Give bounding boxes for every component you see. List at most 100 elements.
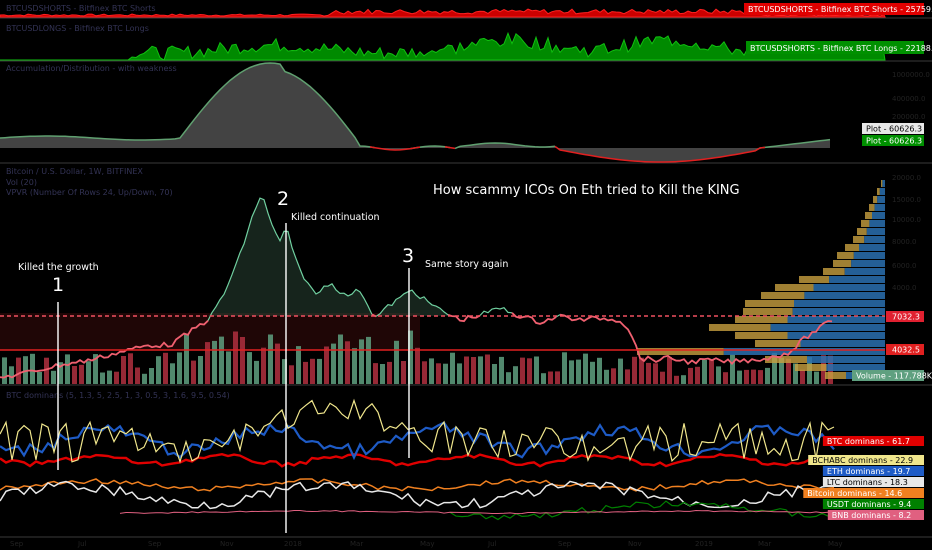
volume-bar-6: [44, 357, 49, 384]
volume-bar-63: [443, 363, 448, 384]
volume-bar-37: [261, 347, 266, 384]
volume-bar-1: [9, 366, 14, 384]
volume-bar-31: [219, 336, 224, 384]
vpvr-up-8: [845, 244, 859, 251]
x-tick-2: Sep: [148, 540, 162, 548]
volume-bar-24: [170, 363, 175, 384]
price-panel-title: Bitcoin / U.S. Dollar, 1W, BITFINEX: [6, 167, 143, 176]
volume-bar-89: [625, 369, 630, 384]
volume-bar-70: [492, 364, 497, 384]
vpvr-up-1: [877, 188, 880, 195]
volume-bar-29: [205, 342, 210, 384]
volume-bar-7: [51, 370, 56, 384]
volume-bar-82: [576, 359, 581, 384]
volume-bar-72: [506, 372, 511, 384]
shorts-area: [0, 8, 886, 18]
vpvr-down-3: [874, 204, 885, 211]
volume-bar-32: [226, 351, 231, 384]
vpvr-down-6: [866, 228, 885, 235]
vpvr-up-10: [833, 260, 852, 267]
volume-bar-84: [590, 361, 595, 384]
vpvr-up-24: [825, 372, 846, 379]
volume-bar-98: [688, 367, 693, 384]
volume-bar-34: [240, 337, 245, 384]
panel-separators: [0, 17, 932, 538]
volume-bar-97: [681, 375, 686, 384]
vpvr-down-7: [864, 236, 885, 243]
volume-bar-103: [723, 372, 728, 384]
longs-panel: BTCUSDLONGS - Bitfinex BTC Longs BTCUSDS…: [0, 24, 932, 61]
annotation-3-text: Same story again: [425, 259, 508, 270]
vpvr-profile: [637, 180, 885, 379]
volume-bar-56: [394, 340, 399, 384]
vpvr-up-17: [735, 316, 788, 323]
price-green-fill: [200, 198, 480, 325]
price-ytick-0: 20000.0: [892, 174, 921, 182]
longs-panel-title: BTCUSDLONGS - Bitfinex BTC Longs: [6, 24, 149, 33]
vpvr-up-9: [837, 252, 854, 259]
volume-bar-22: [156, 356, 161, 384]
volume-bar-44: [310, 358, 315, 384]
volume-bar-65: [457, 363, 462, 384]
volume-bar-87: [611, 368, 616, 384]
volume-bar-86: [604, 369, 609, 384]
annotation-2-number: 2: [277, 188, 289, 210]
volume-bar-28: [198, 356, 203, 384]
price-ytick-3: 8000.0: [892, 238, 917, 246]
price-volume-title: Vol (20): [6, 178, 37, 187]
x-tick-4: 2018: [284, 540, 302, 548]
volume-bar-92: [646, 362, 651, 384]
vpvr-up-15: [745, 300, 794, 307]
volume-bar-13: [93, 354, 98, 384]
x-tick-10: 2019: [695, 540, 713, 548]
volume-bar-106: [744, 369, 749, 384]
vpvr-down-9: [853, 252, 885, 259]
price-tag-low-label: 4032.5: [892, 346, 920, 355]
x-tick-1: Jul: [77, 540, 87, 548]
x-tick-3: Nov: [220, 540, 234, 548]
longs-area: [0, 31, 886, 61]
volume-bar-107: [751, 369, 756, 384]
vpvr-up-2: [873, 196, 878, 203]
vpvr-up-13: [775, 284, 814, 291]
volume-bar-48: [338, 334, 343, 384]
acc-dist-tag-green: Plot - 60626.3: [862, 135, 924, 146]
volume-bar-62: [436, 363, 441, 384]
volume-bar-41: [289, 365, 294, 384]
acc-dist-area: [0, 63, 830, 162]
volume-bar-46: [324, 346, 329, 384]
dominance-panel: BTC dominans (5, 1.3, 5, 2.5, 1, 3, 0.5,…: [0, 391, 924, 521]
dominance-tag-label-1: BCHABC dominans - 22.9: [812, 456, 913, 465]
vpvr-down-20: [800, 340, 885, 347]
dominance-tag-5: USDT dominans - 9.4: [822, 499, 924, 509]
volume-bar-4: [30, 353, 35, 384]
vpvr-up-11: [823, 268, 845, 275]
volume-bar-110: [772, 352, 777, 384]
volume-bar-14: [100, 372, 105, 384]
volume-bar-43: [303, 361, 308, 384]
acc-dist-tag-white-label: Plot - 60626.3: [866, 125, 922, 134]
vpvr-up-22: [765, 356, 807, 363]
annotation-2-text: Killed continuation: [291, 212, 380, 223]
vpvr-up-14: [761, 292, 805, 299]
volume-bar-30: [212, 340, 217, 384]
volume-bar-77: [541, 373, 546, 384]
volume-bar-8: [58, 362, 63, 384]
volume-bar-109: [765, 367, 770, 384]
vpvr-up-4: [865, 212, 872, 219]
volume-bar-10: [72, 366, 77, 384]
dominance-line-3: [0, 480, 835, 510]
dominance-line-6: [119, 509, 835, 515]
vpvr-down-11: [844, 268, 885, 275]
x-tick-5: Mar: [350, 540, 363, 548]
volume-bar-111: [779, 357, 784, 384]
acc-dist-tag-white: Plot - 60626.3: [862, 123, 924, 134]
dominance-tag-label-2: ETH dominans - 19.7: [827, 467, 910, 476]
vpvr-down-15: [794, 300, 885, 307]
volume-bar-68: [478, 356, 483, 384]
volume-bar-3: [23, 356, 28, 384]
volume-bar-23: [163, 352, 168, 384]
annotation-1-text: Killed the growth: [18, 262, 99, 273]
volume-bar-88: [618, 358, 623, 384]
vpvr-down-23: [826, 364, 885, 371]
